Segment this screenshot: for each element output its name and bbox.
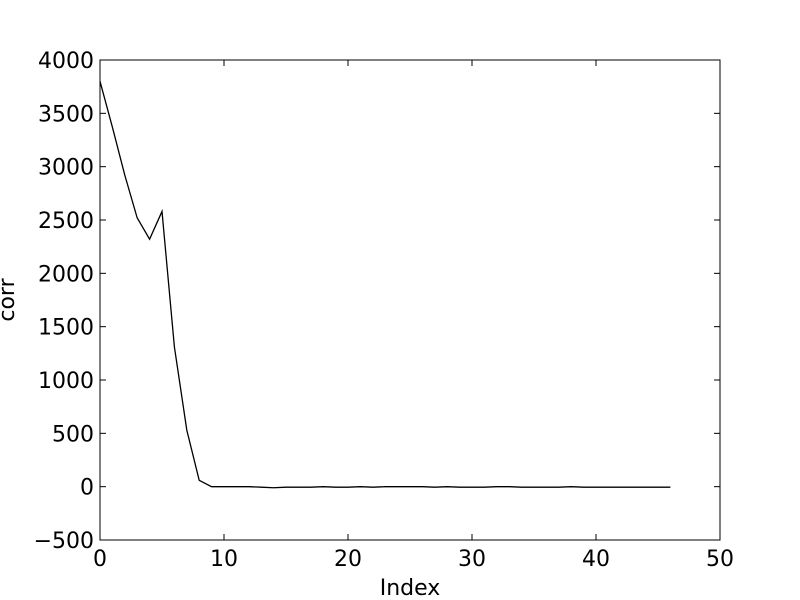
y-tick-label: 2500 — [38, 209, 94, 234]
plot-frame — [99, 59, 721, 541]
x-tick-label: 50 — [706, 547, 734, 572]
y-tick-label: 2000 — [38, 262, 94, 287]
y-tick-label: 1500 — [38, 316, 94, 341]
y-tick-label: 4000 — [38, 49, 94, 74]
series-layer — [99, 81, 671, 489]
y-tick-label: 1000 — [38, 369, 94, 394]
x-axis-label: Index — [380, 576, 441, 600]
y-tick-label: 3000 — [38, 156, 94, 181]
x-tick-label: 0 — [93, 547, 107, 572]
y-tick-label: −500 — [34, 529, 94, 554]
y-axis-label: corr — [0, 277, 20, 321]
y-tick-label: 0 — [80, 476, 94, 501]
x-tick-label: 40 — [582, 547, 610, 572]
y-tick-label: 500 — [52, 422, 94, 447]
x-tick-label: 10 — [210, 547, 238, 572]
x-tick-label: 30 — [458, 547, 486, 572]
x-tick-label: 20 — [334, 547, 362, 572]
series-line-0 — [99, 81, 671, 489]
y-tick-label: 3500 — [38, 102, 94, 127]
ticks-layer: 0 10 20 30 40 50−5000500100015002000250030003… — [34, 49, 734, 572]
